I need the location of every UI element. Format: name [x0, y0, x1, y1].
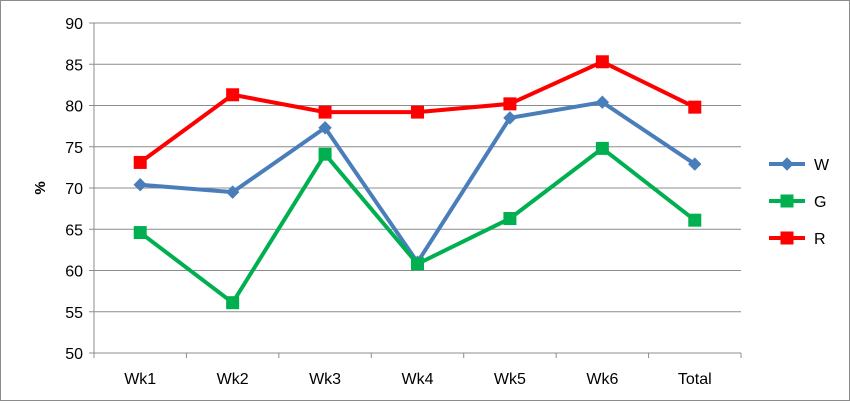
x-tick-label: Wk3	[309, 371, 341, 388]
data-point-R	[688, 100, 702, 114]
y-tick-label: 60	[65, 264, 83, 281]
legend-marker	[780, 157, 794, 171]
series-R	[133, 55, 702, 169]
legend-marker	[780, 194, 794, 208]
x-tick-label: Wk1	[124, 371, 156, 388]
legend: W G R	[769, 157, 830, 248]
data-point-G	[411, 257, 424, 271]
y-axis-label: %	[32, 181, 49, 194]
legend-label: R	[814, 231, 826, 248]
data-point-W	[225, 185, 240, 199]
data-point-G	[595, 141, 609, 155]
x-tick-labels: Wk1 Wk2 Wk3 Wk4 Wk5 Wk6 Total	[124, 371, 711, 388]
data-point-R	[226, 88, 240, 102]
data-point-R	[503, 97, 517, 111]
data-point-W	[503, 111, 517, 125]
data-point-R	[411, 105, 424, 119]
x-tick-label: Wk4	[402, 371, 434, 388]
data-point-G	[226, 296, 240, 310]
series-W	[133, 95, 702, 269]
legend-item-W: W	[769, 157, 830, 174]
y-tick-label: 55	[65, 305, 83, 322]
y-tick-label: 85	[65, 57, 83, 74]
data-point-R	[133, 155, 147, 169]
series-lines	[133, 55, 702, 310]
data-point-R	[595, 55, 609, 69]
data-point-R	[318, 105, 332, 119]
data-point-G	[318, 147, 332, 161]
data-point-W	[688, 157, 702, 171]
y-tick-label: 90	[65, 16, 83, 33]
legend-item-R: R	[769, 231, 826, 248]
data-point-W	[595, 95, 610, 109]
y-tick-label: 70	[65, 181, 83, 198]
legend-label: W	[814, 157, 830, 174]
legend-marker	[780, 231, 794, 245]
series-line-G	[139, 146, 697, 305]
y-tick-label: 75	[65, 140, 83, 157]
x-tick-label: Wk2	[217, 371, 249, 388]
data-point-G	[688, 213, 702, 227]
series-G	[133, 141, 702, 310]
series-line-W	[140, 100, 696, 265]
axes	[89, 22, 742, 358]
y-tick-label: 50	[65, 346, 83, 363]
data-point-W	[133, 177, 147, 192]
x-tick-label: Total	[678, 371, 712, 388]
data-point-W	[318, 121, 332, 135]
legend-item-G: G	[769, 194, 826, 211]
data-point-G	[503, 212, 517, 226]
y-tick-label: 80	[65, 99, 83, 116]
y-tick-label: 65	[65, 222, 83, 239]
legend-label: G	[814, 194, 826, 211]
x-tick-label: Wk5	[494, 371, 526, 388]
y-tick-labels: 50 55 60 65 70 75 80 85 90	[65, 16, 83, 363]
data-point-G	[133, 226, 147, 240]
x-tick-label: Wk6	[586, 371, 618, 388]
